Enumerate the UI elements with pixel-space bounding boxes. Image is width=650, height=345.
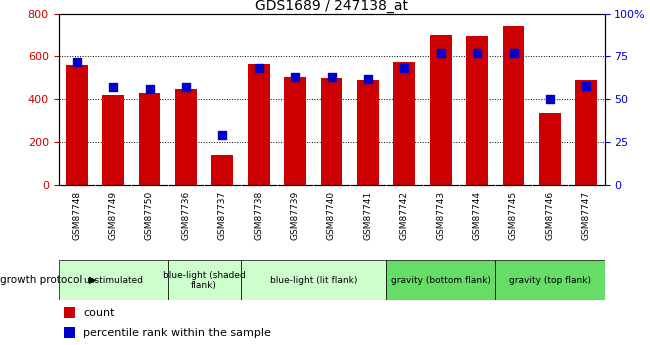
- Point: [72, 59, 82, 65]
- Bar: [102, 95, 124, 185]
- Text: GSM87750: GSM87750: [145, 191, 154, 240]
- Point: [326, 74, 337, 80]
- Text: GSM87741: GSM87741: [363, 191, 372, 240]
- Text: growth protocol  ▶: growth protocol ▶: [0, 275, 97, 285]
- Bar: [466, 36, 488, 185]
- Text: GSM87737: GSM87737: [218, 191, 227, 240]
- Point: [108, 85, 118, 90]
- Text: blue-light (lit flank): blue-light (lit flank): [270, 276, 357, 285]
- Text: GSM87743: GSM87743: [436, 191, 445, 240]
- Text: GSM87745: GSM87745: [509, 191, 518, 240]
- Text: gravity (top flank): gravity (top flank): [509, 276, 591, 285]
- Text: gravity (bottom flank): gravity (bottom flank): [391, 276, 491, 285]
- Point: [144, 86, 155, 92]
- Text: percentile rank within the sample: percentile rank within the sample: [83, 328, 271, 338]
- Bar: [138, 93, 161, 185]
- Bar: [240, 260, 386, 300]
- Bar: [58, 260, 168, 300]
- Bar: [430, 35, 452, 185]
- Bar: [211, 155, 233, 185]
- Text: GSM87740: GSM87740: [327, 191, 336, 240]
- Point: [545, 96, 555, 102]
- Text: GSM87747: GSM87747: [582, 191, 591, 240]
- Point: [581, 83, 592, 88]
- Bar: [66, 65, 88, 185]
- Text: GSM87739: GSM87739: [291, 191, 300, 240]
- Point: [217, 132, 228, 138]
- Bar: [168, 260, 240, 300]
- Bar: [357, 80, 379, 185]
- Point: [399, 66, 410, 71]
- Text: GSM87736: GSM87736: [181, 191, 190, 240]
- Bar: [502, 26, 525, 185]
- Bar: [495, 260, 604, 300]
- Text: GSM87746: GSM87746: [545, 191, 554, 240]
- Bar: [64, 327, 75, 338]
- Point: [181, 85, 191, 90]
- Point: [363, 76, 373, 81]
- Text: GSM87738: GSM87738: [254, 191, 263, 240]
- Point: [290, 74, 300, 80]
- Text: GSM87742: GSM87742: [400, 191, 409, 240]
- Bar: [64, 307, 75, 318]
- Bar: [539, 113, 561, 185]
- Bar: [393, 62, 415, 185]
- Point: [472, 50, 482, 56]
- Bar: [575, 80, 597, 185]
- Bar: [248, 64, 270, 185]
- Point: [508, 50, 519, 56]
- Point: [436, 50, 446, 56]
- Title: GDS1689 / 247138_at: GDS1689 / 247138_at: [255, 0, 408, 13]
- Text: blue-light (shaded
flank): blue-light (shaded flank): [162, 270, 246, 290]
- Bar: [386, 260, 495, 300]
- Text: GSM87744: GSM87744: [473, 191, 482, 240]
- Text: count: count: [83, 308, 114, 318]
- Bar: [175, 89, 197, 185]
- Point: [254, 66, 264, 71]
- Text: GSM87749: GSM87749: [109, 191, 118, 240]
- Text: GSM87748: GSM87748: [72, 191, 81, 240]
- Bar: [284, 77, 306, 185]
- Text: unstimulated: unstimulated: [83, 276, 143, 285]
- Bar: [320, 78, 343, 185]
